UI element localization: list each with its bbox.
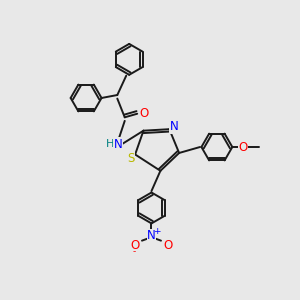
Text: O: O — [130, 239, 139, 252]
Text: O: O — [238, 140, 248, 154]
Text: S: S — [127, 152, 134, 164]
Text: O: O — [164, 239, 173, 252]
Text: O: O — [140, 107, 149, 120]
Text: -: - — [133, 248, 136, 256]
Text: N: N — [147, 230, 156, 242]
Text: N: N — [169, 120, 178, 133]
Text: N: N — [114, 138, 123, 151]
Text: +: + — [153, 226, 160, 236]
Text: H: H — [106, 139, 114, 149]
